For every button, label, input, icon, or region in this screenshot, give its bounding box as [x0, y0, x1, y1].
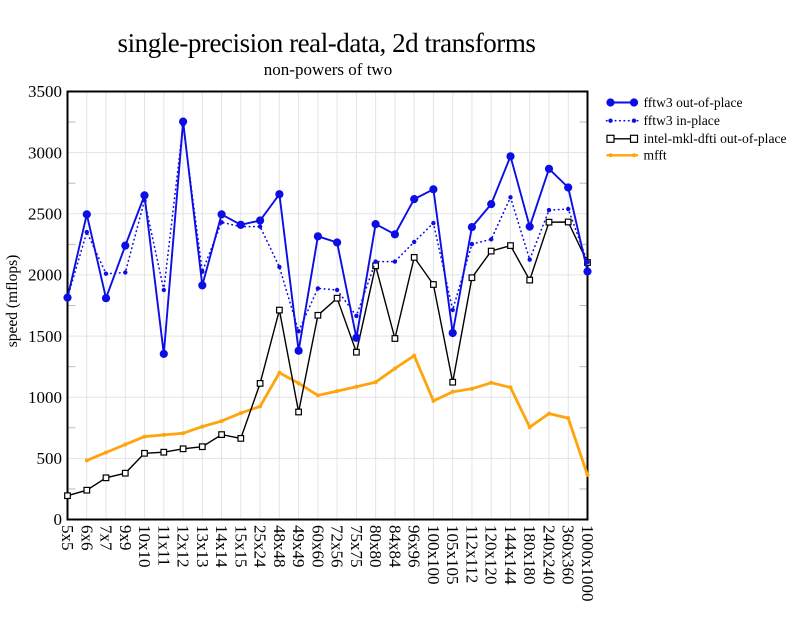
svg-text:2500: 2500	[28, 205, 62, 224]
svg-text:6x6: 6x6	[77, 525, 96, 551]
svg-text:60x60: 60x60	[308, 525, 327, 568]
svg-text:0: 0	[54, 510, 63, 529]
svg-text:1000: 1000	[28, 388, 62, 407]
svg-text:240x240: 240x240	[539, 525, 558, 585]
svg-text:7x7: 7x7	[97, 525, 116, 551]
svg-text:105x105: 105x105	[443, 525, 462, 585]
svg-text:1500: 1500	[28, 327, 62, 346]
svg-text:75x75: 75x75	[347, 525, 366, 568]
svg-text:112x112: 112x112	[462, 525, 481, 583]
svg-text:15x15: 15x15	[231, 525, 250, 568]
svg-text:11x11: 11x11	[154, 525, 173, 566]
svg-text:intel-mkl-dfti out-of-place: intel-mkl-dfti out-of-place	[644, 131, 787, 146]
svg-text:100x100: 100x100	[424, 525, 443, 585]
svg-text:non-powers of two: non-powers of two	[264, 60, 392, 79]
svg-text:500: 500	[37, 449, 63, 468]
svg-text:1000x1000: 1000x1000	[578, 525, 597, 602]
svg-text:3000: 3000	[28, 143, 62, 162]
svg-text:12x12: 12x12	[174, 525, 193, 568]
svg-text:single-precision real-data, 2d: single-precision real-data, 2d transform…	[118, 28, 536, 58]
svg-text:speed (mflops): speed (mflops)	[4, 255, 21, 348]
svg-text:5x5: 5x5	[58, 525, 77, 551]
svg-text:2000: 2000	[28, 266, 62, 285]
svg-text:49x49: 49x49	[289, 525, 308, 568]
svg-text:72x56: 72x56	[328, 525, 347, 568]
svg-text:13x13: 13x13	[193, 525, 212, 568]
svg-text:84x84: 84x84	[385, 525, 404, 568]
svg-text:96x96: 96x96	[405, 525, 424, 568]
svg-text:fftw3 out-of-place: fftw3 out-of-place	[644, 95, 743, 110]
svg-text:80x80: 80x80	[366, 525, 385, 568]
svg-text:120x120: 120x120	[482, 525, 501, 585]
svg-text:48x48: 48x48	[270, 525, 289, 568]
svg-text:360x360: 360x360	[559, 525, 578, 585]
svg-text:180x180: 180x180	[520, 525, 539, 585]
svg-text:14x14: 14x14	[212, 525, 231, 568]
svg-text:144x144: 144x144	[501, 525, 520, 585]
svg-text:mfft: mfft	[644, 148, 667, 163]
svg-text:25x24: 25x24	[251, 525, 270, 568]
svg-text:9x9: 9x9	[116, 525, 135, 551]
svg-text:3500: 3500	[28, 82, 62, 101]
svg-text:10x10: 10x10	[135, 525, 154, 568]
svg-text:fftw3 in-place: fftw3 in-place	[644, 113, 720, 128]
